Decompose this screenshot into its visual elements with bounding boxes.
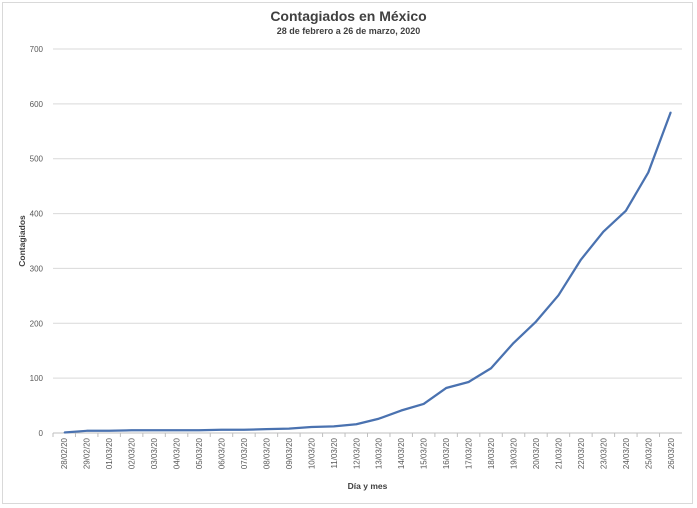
data-point	[602, 231, 604, 233]
y-tick-label: 700	[30, 45, 44, 54]
x-tick-label: 02/03/20	[128, 437, 137, 469]
x-tick-label: 10/03/20	[307, 437, 316, 469]
series-group	[63, 111, 672, 434]
x-tick-label: 29/02/20	[83, 437, 92, 469]
data-point	[153, 429, 155, 431]
series-line	[64, 111, 672, 434]
x-tick-label: 22/03/20	[577, 437, 586, 469]
data-point	[445, 387, 447, 389]
y-tick-label: 300	[30, 264, 44, 273]
y-tick-label: 200	[30, 319, 44, 328]
y-tick-label: 500	[30, 155, 44, 164]
x-tick-label: 14/03/20	[397, 437, 406, 469]
data-point	[557, 294, 560, 296]
x-tick-label: 26/03/20	[667, 437, 676, 469]
data-point	[175, 429, 178, 431]
x-tick-label: 17/03/20	[465, 437, 474, 469]
x-tick-label: 24/03/20	[622, 437, 631, 469]
x-tick-label: 09/03/20	[285, 437, 294, 469]
x-tick-label: 05/03/20	[195, 437, 204, 469]
x-tick-label: 19/03/20	[510, 437, 519, 469]
y-tick-label: 600	[30, 100, 44, 109]
data-point	[512, 342, 515, 344]
data-point	[131, 429, 133, 431]
data-point	[400, 409, 402, 412]
x-tick-label: 12/03/20	[352, 437, 361, 469]
data-point	[220, 429, 223, 431]
x-tick-label: 21/03/20	[554, 437, 563, 469]
chart-title: Contagiados en México	[270, 8, 427, 24]
x-tick-label: 08/03/20	[262, 437, 271, 469]
x-tick-label: 11/03/20	[330, 437, 339, 468]
data-point	[310, 426, 312, 428]
data-point	[108, 430, 110, 432]
x-axis-label: Día y mes	[348, 481, 388, 491]
data-point	[490, 367, 492, 369]
data-point	[355, 423, 357, 425]
data-point	[423, 403, 425, 405]
data-point	[625, 210, 627, 212]
x-tick-label: 07/03/20	[240, 437, 249, 469]
x-tick-label: 15/03/20	[420, 437, 429, 469]
data-point	[467, 381, 470, 383]
data-point	[580, 259, 582, 261]
data-point	[670, 111, 672, 113]
data-point	[198, 429, 200, 431]
y-tick-label: 0	[39, 429, 44, 438]
x-tick-label: 23/03/20	[599, 437, 608, 469]
x-tick-label: 16/03/20	[442, 437, 451, 469]
chart-subtitle: 28 de febrero a 26 de marzo, 2020	[276, 26, 421, 36]
data-point	[535, 321, 537, 323]
x-tick-label: 13/03/20	[375, 437, 384, 469]
data-point	[378, 418, 380, 420]
data-point	[647, 171, 649, 174]
data-point	[86, 430, 88, 432]
x-tick-label: 03/03/20	[150, 437, 159, 469]
gridlines	[53, 48, 682, 434]
y-tick-label: 100	[30, 374, 44, 383]
x-tick-label: 20/03/20	[532, 437, 541, 469]
data-point	[63, 431, 65, 434]
data-point	[288, 428, 290, 430]
chart-frame	[2, 2, 693, 504]
x-tick-label: 18/03/20	[487, 437, 496, 469]
y-axis-label: Contagiados	[17, 215, 27, 267]
y-tick-label: 400	[30, 210, 44, 219]
y-axis-ticks: 0 100 200 300 400 500 600 700	[30, 45, 44, 438]
x-tick-label: 25/03/20	[644, 437, 653, 469]
x-axis-ticks: 28/02/20 29/02/20 01/03/20 02/03/20 03/03/20…	[52, 433, 676, 469]
data-point	[243, 429, 245, 431]
data-point	[265, 428, 268, 430]
x-tick-label: 04/03/20	[173, 437, 182, 469]
x-tick-label: 01/03/20	[105, 437, 114, 469]
data-point	[333, 425, 335, 428]
x-tick-label: 28/02/20	[60, 437, 69, 469]
x-tick-label: 06/03/20	[217, 437, 226, 469]
